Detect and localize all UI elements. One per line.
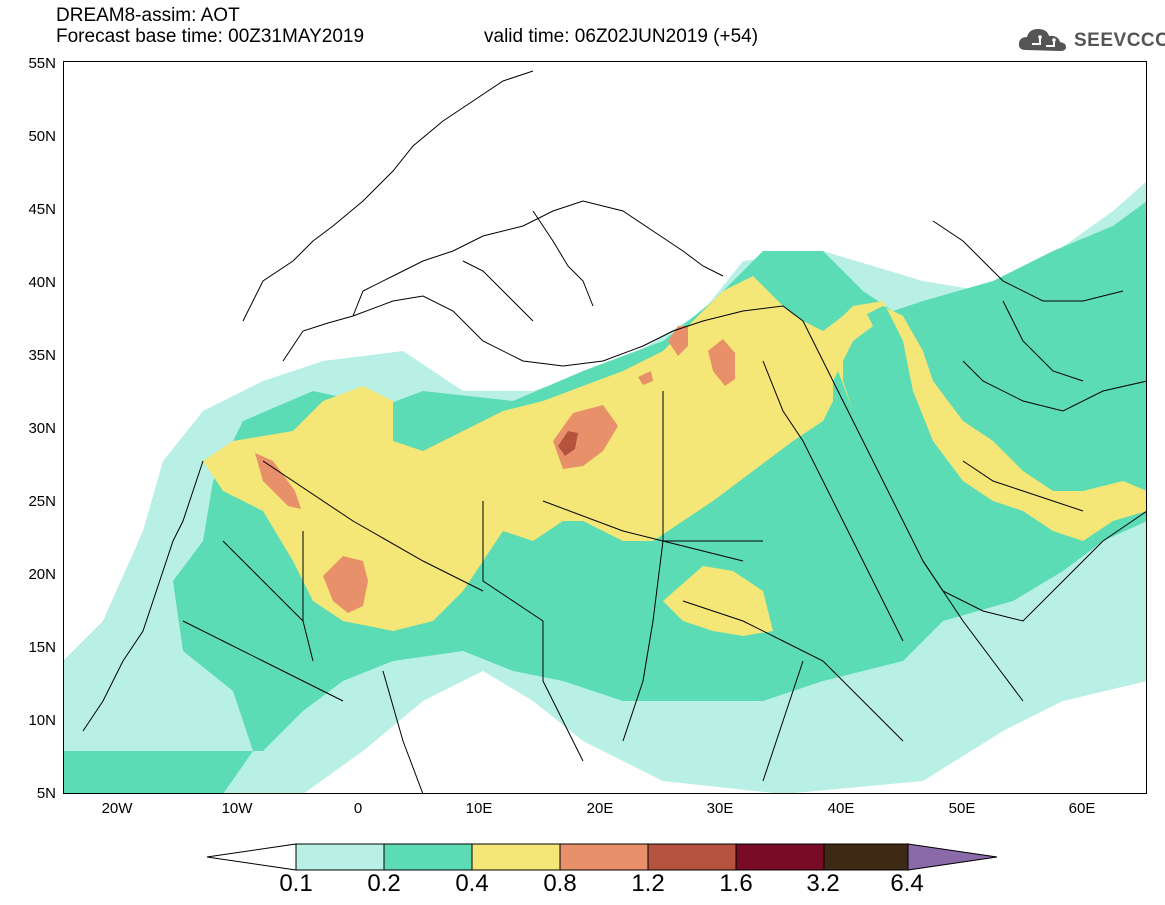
- colorbar: [206, 843, 998, 871]
- colorbar-lower-arrow: [206, 843, 297, 871]
- lat-label: 30N: [28, 420, 56, 437]
- lon-label: 10W: [221, 800, 253, 817]
- aot-field-0.8-egypt: [708, 339, 735, 386]
- lon-label: 20W: [101, 800, 133, 817]
- lat-label: 10N: [28, 712, 56, 729]
- lon-label: 50E: [948, 800, 976, 817]
- aot-field-0.8-small: [638, 371, 653, 385]
- colorbar-bin: [823, 843, 909, 871]
- colorbar-bin: [647, 843, 737, 871]
- colorbar-label: 0.2: [367, 870, 401, 897]
- lat-label: 45N: [28, 201, 56, 218]
- aot-field-0.8-mali: [323, 556, 368, 613]
- coastlines: [82, 70, 1147, 794]
- map-canvas: [63, 61, 1147, 794]
- lon-label: 40E: [827, 800, 855, 817]
- aot-field-0.4-sudan: [663, 566, 773, 636]
- lon-label: 0: [353, 800, 363, 817]
- colorbar-label: 1.6: [719, 870, 753, 897]
- colorbar-bin: [735, 843, 825, 871]
- aot-field-0.8-crete: [668, 326, 688, 356]
- forecast-base-time: Forecast base time: 00Z31MAY2019: [56, 26, 365, 47]
- lon-label: 20E: [586, 800, 614, 817]
- lat-label: 20N: [28, 566, 56, 583]
- aot-field-0.4-arabia: [828, 301, 1147, 541]
- cloud-icon: [1018, 29, 1066, 51]
- lat-label: 50N: [28, 128, 56, 145]
- valid-time: valid time: 06Z02JUN2019 (+54): [484, 26, 759, 47]
- lat-label: 40N: [28, 274, 56, 291]
- lat-label: 35N: [28, 347, 56, 364]
- lat-label: 5N: [36, 785, 56, 802]
- logo-text: SEEVCCC: [1074, 30, 1165, 51]
- seevccc-logo: SEEVCCC: [1016, 24, 1165, 56]
- aot-map: [63, 61, 1147, 794]
- lon-label: 60E: [1068, 800, 1096, 817]
- colorbar-label: 0.8: [543, 870, 577, 897]
- lat-label: 55N: [28, 55, 56, 72]
- aot-field-1.2: [558, 431, 578, 456]
- colorbar-label: 6.4: [890, 870, 924, 897]
- colorbar-label: 1.2: [631, 870, 665, 897]
- colorbar-label: 3.2: [806, 870, 840, 897]
- colorbar-upper-arrow: [907, 843, 998, 871]
- colorbar-bin: [559, 843, 649, 871]
- aot-field-0.8-west-sahara: [255, 453, 301, 509]
- colorbar-bin: [295, 843, 385, 871]
- lon-label: 30E: [706, 800, 734, 817]
- lon-label: 10E: [465, 800, 493, 817]
- lat-label: 15N: [28, 639, 56, 656]
- lat-label: 25N: [28, 493, 56, 510]
- aot-field-0.4: [203, 276, 873, 631]
- colorbar-label: 0.1: [279, 870, 313, 897]
- colorbar-bin: [471, 843, 561, 871]
- colorbar-bin: [383, 843, 473, 871]
- colorbar-label: 0.4: [455, 870, 489, 897]
- map-title: DREAM8-assim: AOT: [56, 5, 240, 26]
